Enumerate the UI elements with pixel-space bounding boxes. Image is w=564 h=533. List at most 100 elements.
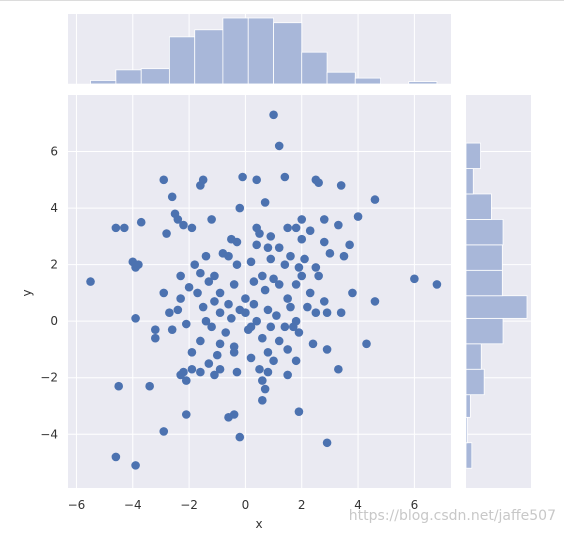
scatter-point xyxy=(252,240,261,250)
histogram-bar xyxy=(465,416,468,444)
scatter-point xyxy=(131,263,140,272)
scatter-point xyxy=(297,234,307,244)
y-tick-label: −2 xyxy=(40,371,58,385)
scatter-point xyxy=(252,175,261,185)
scatter-point xyxy=(303,302,312,312)
scatter-point xyxy=(212,350,222,360)
scatter-point xyxy=(336,181,346,190)
scatter-point xyxy=(131,314,140,323)
scatter-point xyxy=(86,277,95,286)
scatter-point xyxy=(280,260,290,269)
scatter-point xyxy=(258,376,267,385)
histogram-bar xyxy=(465,295,528,319)
scatter-point xyxy=(263,305,273,315)
scatter-point xyxy=(258,396,267,405)
scatter-point xyxy=(229,280,239,289)
scatter-point xyxy=(362,339,371,349)
scatter-point xyxy=(210,370,219,380)
scatter-point xyxy=(176,294,185,303)
x-tick-label: −4 xyxy=(124,498,142,512)
scatter-point xyxy=(305,226,315,236)
scatter-point xyxy=(283,294,292,303)
scatter-point xyxy=(266,322,276,332)
scatter-point xyxy=(227,314,236,323)
y-tick-label: −4 xyxy=(40,427,58,441)
scatter-point xyxy=(370,195,380,204)
scatter-point xyxy=(229,410,239,419)
scatter-point xyxy=(319,297,329,306)
scatter-point xyxy=(232,367,242,377)
scatter-point xyxy=(345,240,354,250)
scatter-point xyxy=(229,347,239,357)
scatter-point xyxy=(246,353,256,363)
scatter-point xyxy=(311,263,321,272)
scatter-point xyxy=(215,308,225,318)
scatter-point xyxy=(198,302,208,312)
histogram-bar xyxy=(465,219,504,246)
scatter-point xyxy=(300,254,309,264)
y-tick-label: 2 xyxy=(50,258,58,272)
histogram-bar xyxy=(465,394,471,418)
scatter-point xyxy=(314,271,323,281)
scatter-point xyxy=(249,299,259,309)
scatter-point xyxy=(291,280,301,289)
scatter-point xyxy=(232,260,242,269)
scatter-point xyxy=(283,345,292,354)
histogram-bar xyxy=(354,77,381,85)
scatter-point xyxy=(210,271,219,281)
y-axis-label: y xyxy=(20,289,34,296)
scatter-point xyxy=(336,308,346,318)
scatter-point xyxy=(252,316,261,326)
histogram-bar xyxy=(115,69,142,85)
scatter-point xyxy=(224,251,233,261)
scatter-point xyxy=(269,274,278,284)
scatter-point xyxy=(274,141,284,151)
scatter-point xyxy=(258,271,267,281)
scatter-point xyxy=(196,367,205,377)
scatter-point xyxy=(297,271,307,281)
top-border-line xyxy=(0,0,564,1)
scatter-point xyxy=(353,212,363,221)
scatter-point xyxy=(207,322,216,332)
x-tick-label: 0 xyxy=(242,498,250,512)
scatter-point xyxy=(201,316,211,326)
histogram-bar xyxy=(222,17,249,85)
scatter-point xyxy=(181,319,191,329)
scatter-point xyxy=(131,461,140,470)
scatter-point xyxy=(181,410,191,419)
scatter-point xyxy=(238,172,247,182)
histogram-bar xyxy=(465,343,482,370)
scatter-point xyxy=(246,257,256,267)
scatter-point xyxy=(263,347,273,357)
histogram-bar xyxy=(273,22,303,85)
histogram-bar xyxy=(194,29,224,85)
scatter-point xyxy=(159,175,169,185)
scatter-point xyxy=(190,260,200,269)
scatter-point xyxy=(280,322,290,332)
scatter-point xyxy=(151,325,160,334)
scatter-point xyxy=(176,370,185,380)
scatter-point xyxy=(193,288,202,298)
scatter-point xyxy=(111,223,121,233)
histogram-bar xyxy=(301,51,328,85)
scatter-point xyxy=(288,322,298,332)
scatter-point xyxy=(159,288,169,298)
scatter-point xyxy=(322,308,332,318)
y-tick-label: 4 xyxy=(50,201,58,215)
marginal-x-histogram xyxy=(68,14,451,85)
scatter-point xyxy=(179,220,188,230)
scatter-point xyxy=(339,251,349,261)
histogram-bar xyxy=(465,168,474,195)
scatter-point xyxy=(305,288,315,298)
scatter-point xyxy=(224,299,233,309)
scatter-point xyxy=(255,229,264,238)
watermark-text: https://blog.csdn.net/jaffe507 xyxy=(349,508,556,524)
scatter-point xyxy=(322,438,332,448)
scatter-point xyxy=(181,376,191,385)
x-tick-label: 6 xyxy=(411,498,419,512)
scatter-point xyxy=(280,172,290,182)
scatter-point xyxy=(294,328,304,337)
scatter-point xyxy=(260,285,270,295)
scatter-point xyxy=(196,181,205,190)
